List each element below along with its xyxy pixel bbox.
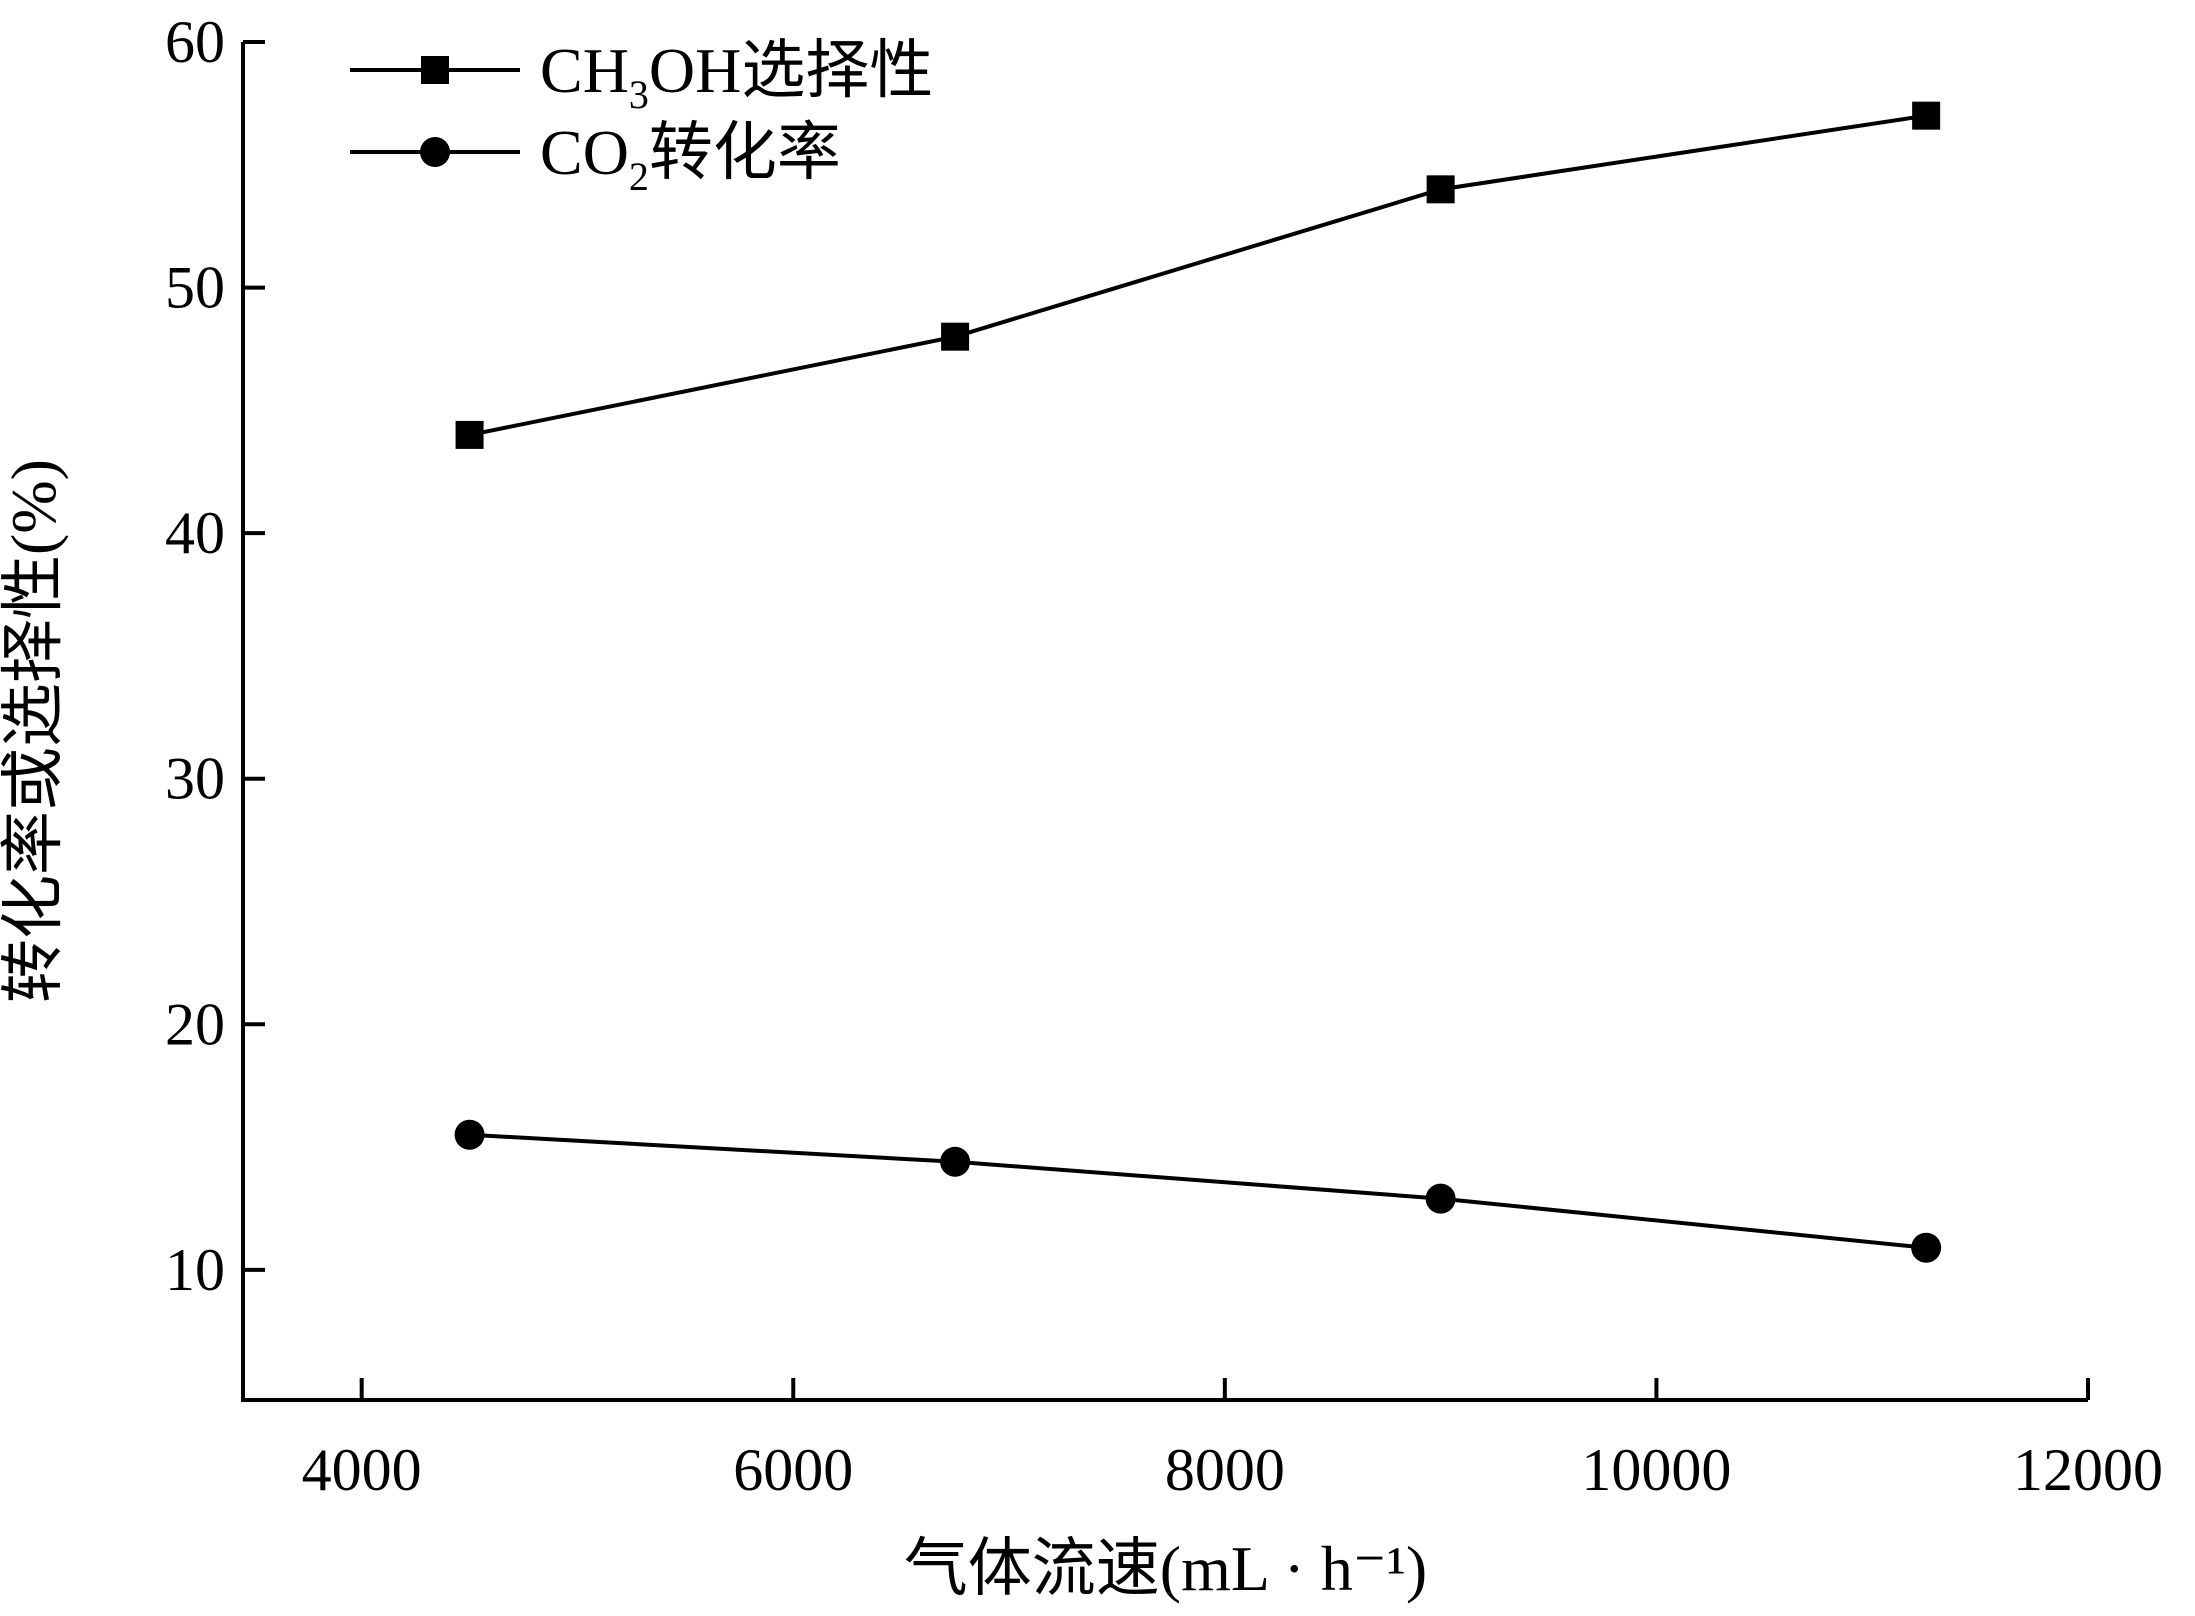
legend-item: CO2转化率 xyxy=(350,117,841,199)
circle-marker xyxy=(454,1119,485,1150)
x-axis-title: 气体流速(mL · h⁻¹) xyxy=(904,1533,1427,1604)
x-tick-label: 6000 xyxy=(733,1437,853,1503)
circle-marker xyxy=(1425,1183,1456,1214)
axes: 4000 6000 8000 10000 12000 10 20 30 40 50 60 xyxy=(165,9,2163,1503)
y-tick-label: 10 xyxy=(165,1237,225,1303)
x-tick-label: 4000 xyxy=(302,1437,422,1503)
series-co2-conversion xyxy=(454,1119,1942,1263)
legend-label: CH3OH选择性 xyxy=(540,35,933,117)
x-tick-label: 10000 xyxy=(1581,1437,1731,1503)
y-tick-label: 30 xyxy=(165,746,225,812)
legend-label-part: OH选择性 xyxy=(649,35,933,106)
circle-marker xyxy=(940,1146,971,1177)
x-tick-label: 8000 xyxy=(1165,1437,1285,1503)
circle-marker xyxy=(1911,1232,1942,1263)
square-marker xyxy=(455,420,484,449)
legend-circle-marker xyxy=(420,137,450,167)
series-layer xyxy=(454,101,1942,1263)
series-line xyxy=(469,113,1927,437)
y-axis-title: 转化率或选择性(%) xyxy=(0,459,69,1003)
legend-label-part: CO xyxy=(540,117,629,188)
series-line xyxy=(469,1132,1927,1250)
x-tick-label: 12000 xyxy=(2013,1437,2163,1503)
square-marker xyxy=(941,322,970,351)
series-ch3oh-selectivity xyxy=(455,101,1941,449)
legend-label: CO2转化率 xyxy=(540,117,841,199)
square-marker xyxy=(1912,101,1941,130)
square-marker xyxy=(1426,175,1455,204)
y-tick-label: 40 xyxy=(165,500,225,566)
y-tick-label: 60 xyxy=(165,9,225,75)
legend-label-subscript: 2 xyxy=(629,154,649,199)
legend-label-part: 转化率 xyxy=(649,117,841,188)
y-tick-label: 50 xyxy=(165,255,225,321)
legend-item: CH3OH选择性 xyxy=(350,35,933,117)
y-tick-label: 20 xyxy=(165,991,225,1057)
legend-square-marker xyxy=(421,56,449,84)
legend-label-subscript: 3 xyxy=(629,72,649,117)
legend-label-part: CH xyxy=(540,35,629,106)
